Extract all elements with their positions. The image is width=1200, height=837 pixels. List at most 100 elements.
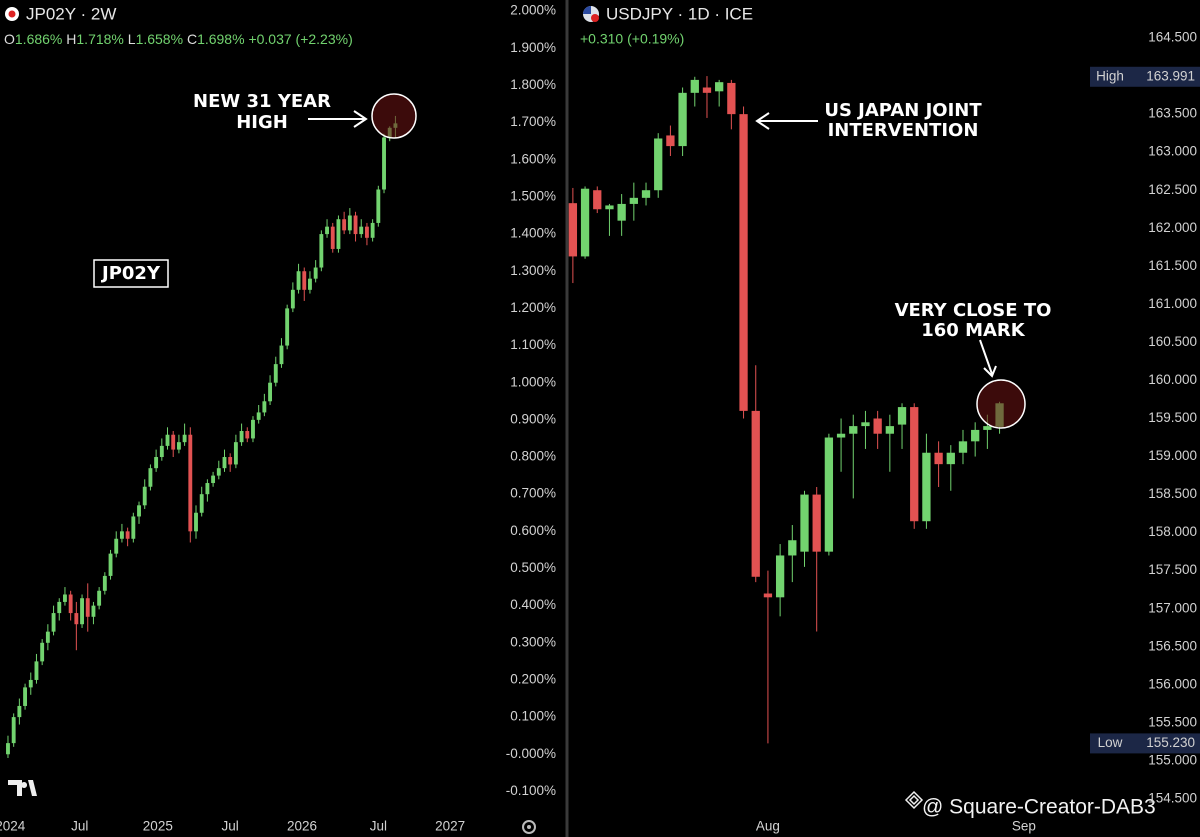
y-tick-label: 160.500 [1148,334,1197,349]
annotation: HIGH [236,112,288,133]
candle-body [800,494,809,552]
candle-body [897,407,907,425]
candle-body [690,79,699,93]
candle-body [873,418,882,434]
candle-body [885,426,894,434]
candle-body [971,429,980,442]
y-tick-label: 162.500 [1148,182,1197,197]
y-tick-label: 0.100% [510,709,556,724]
ohlc-value: 1.686% [15,31,62,47]
candle-body [239,431,244,443]
y-tick-label: 0.700% [510,486,556,501]
candle-body [85,598,90,617]
ohlc-header: O1.686% H1.718% L1.658% C1.698% +0.037 (… [4,31,353,47]
candle-body [17,705,22,718]
candle-body [119,531,124,539]
candle-body [359,226,364,235]
candle-body [262,401,267,413]
y-tick-label: 155.500 [1148,714,1197,729]
candle-body [51,613,56,632]
candle-body [568,203,578,257]
ohlc-value: 1.718% [76,31,123,47]
candle-body [325,226,329,235]
candle-body [268,382,273,402]
candle-body [165,434,170,446]
y-tick-label: 159.500 [1148,410,1197,425]
candle-body [40,642,45,662]
y-tick-label: 163.500 [1148,106,1197,121]
candle-body [934,452,943,465]
chart-title: JP02Y · 2W [26,4,116,23]
candle-body [788,540,797,556]
y-tick-label: 1.500% [510,188,556,203]
settings-icon[interactable] [527,825,531,829]
y-tick-label: 162.000 [1148,220,1197,235]
flag-icon [8,10,16,18]
arrow [308,110,368,128]
x-tick-label: 2024 [0,819,26,834]
candle-body [108,553,113,576]
candle-body [11,717,16,744]
highlight-circle [976,379,1026,429]
y-tick-label: 161.500 [1148,258,1197,273]
candle-body [861,422,870,427]
candle-body [751,410,760,577]
candle-body [330,226,335,249]
y-tick-label: 156.000 [1148,676,1197,691]
candle-body [211,475,216,484]
tv-logo [8,780,37,796]
x-tick-label: 2025 [143,819,173,834]
candle-body [302,271,307,290]
candle-body [23,687,28,706]
y-tick-label: 163.000 [1148,144,1197,159]
y-tick-label: 158.500 [1148,486,1197,501]
flag-icon [591,14,599,22]
y-tick-label: 1.000% [510,374,556,389]
settings-icon[interactable] [522,820,536,834]
candle-body [171,434,176,450]
y-tick-label: 0.400% [510,597,556,612]
candle-body [205,483,210,495]
y-tick-label: 155.000 [1148,752,1197,767]
label-box [93,259,169,288]
arrow [755,112,818,130]
candle-body [256,412,261,420]
y-tick-label: 159.000 [1148,448,1197,463]
candle-body [617,203,626,221]
candle-body [319,234,324,268]
candle-body [336,219,341,249]
candle-body [176,442,181,450]
candle-body [353,215,358,235]
candle-body [114,538,119,554]
candle-body [641,190,651,198]
y-tick-label: 160.000 [1148,372,1197,387]
ohlc-value: 1.698% [197,31,244,47]
candle-body [97,590,102,606]
marks [6,76,1004,758]
candle-body [654,138,663,191]
candle-body [68,594,73,614]
candle-body [216,468,221,476]
candle-body [605,205,614,210]
label-box-text: JP02Y [100,263,161,284]
candle-body [199,494,204,513]
annotation: INTERVENTION [828,120,979,141]
x-tick-label: Jul [71,819,88,834]
watermark: @ Square-Creator-DAB3 [922,796,1156,819]
price-marker-tag [1090,733,1130,754]
candle-body [364,226,369,238]
candle-body [74,613,79,625]
y-tick-label: -0.100% [506,783,556,798]
change: +0.037 (+2.23%) [248,31,352,47]
candle-body [678,92,687,147]
y-tick-label: 161.000 [1148,296,1197,311]
candle-body [131,516,136,539]
annotation: US JAPAN JOINT [824,100,982,121]
candle-body [580,188,590,257]
y-tick-label: 0.900% [510,411,556,426]
ohlc-key: C [187,31,197,47]
annotation: NEW 31 YEAR [193,91,331,112]
y-tick-label: 1.300% [510,263,556,278]
annotation: VERY CLOSE TO [895,300,1052,321]
candle-body [629,197,638,204]
